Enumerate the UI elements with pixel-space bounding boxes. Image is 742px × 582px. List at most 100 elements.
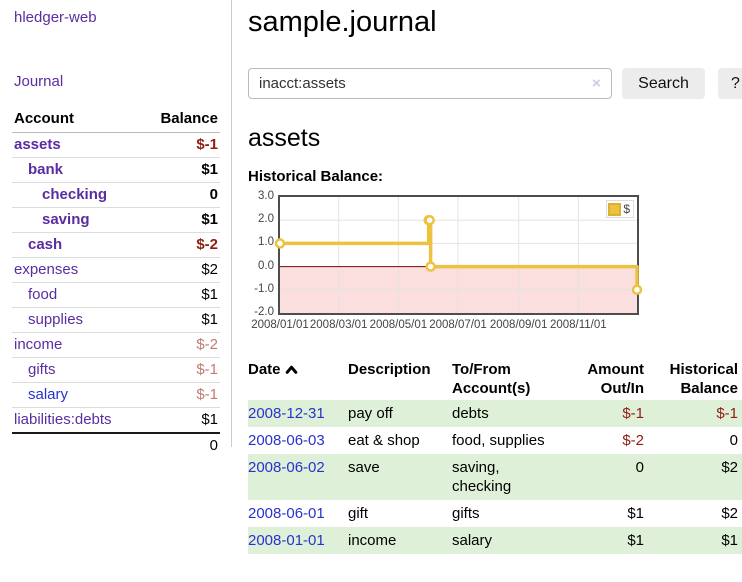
account-row: checking 0	[12, 182, 220, 208]
y-axis-tick-label: 1.0	[258, 236, 274, 249]
account-link-gifts[interactable]: gifts	[28, 361, 56, 378]
account-row: gifts $-1	[12, 357, 220, 383]
x-axis-tick-label: 2008/09/01	[488, 319, 549, 331]
transaction-accounts: debts	[452, 405, 489, 422]
transaction-amount: $1	[627, 532, 644, 549]
transaction-amount: $1	[627, 505, 644, 522]
transaction-date-link[interactable]: 2008-06-02	[248, 459, 325, 476]
account-heading: assets	[248, 124, 321, 152]
account-balance: $-1	[141, 357, 220, 383]
transaction-balance: $2	[721, 505, 738, 522]
main-content: sample.journal × Search ? assets Histori…	[248, 0, 742, 554]
transaction-balance: $1	[721, 532, 738, 549]
transaction-accounts: food, supplies	[452, 432, 545, 449]
account-link-liabilities-debts[interactable]: liabilities:debts	[14, 411, 112, 428]
account-link-salary[interactable]: salary	[28, 386, 69, 403]
transaction-accounts: gifts	[452, 505, 480, 522]
account-row: expenses $2	[12, 257, 220, 283]
data-point-marker	[274, 238, 286, 249]
search-form: × Search ?	[248, 68, 742, 99]
transaction-balance: $-1	[716, 405, 738, 422]
account-link-supplies[interactable]: supplies	[28, 311, 84, 328]
transaction-amount: $-1	[622, 405, 644, 422]
transaction-date-link[interactable]: 2008-01-01	[248, 532, 325, 549]
transaction-balance: 0	[729, 432, 738, 449]
account-balance: $1	[141, 407, 220, 433]
account-row: salary $-1	[12, 382, 220, 408]
transaction-amount: $-2	[622, 432, 644, 449]
transaction-date-link[interactable]: 2008-06-01	[248, 505, 325, 522]
transaction-accounts: salary	[452, 532, 493, 549]
data-point-marker	[424, 214, 435, 226]
chart-legend: $	[606, 200, 634, 218]
transaction-date-link[interactable]: 2008-12-31	[248, 405, 325, 422]
historical-balance-chart: $ 3.0 2.0 1.0 0.0 -1.0 -2.0 2008/01/01 2008/03/…	[248, 190, 742, 337]
account-row: income $-2	[12, 332, 220, 358]
account-row: liabilities:debts $1	[12, 407, 220, 433]
account-balance: $1	[141, 157, 220, 183]
search-input[interactable]	[248, 68, 612, 99]
page-title: sample.journal	[248, 6, 437, 38]
balance-column-header: Balance	[141, 107, 220, 133]
y-axis-tick-label: -1.0	[254, 282, 274, 295]
account-balance: $1	[141, 207, 220, 233]
account-link-bank[interactable]: bank	[28, 161, 64, 178]
account-link-assets[interactable]: assets	[14, 136, 61, 153]
transaction-description: save	[348, 459, 380, 476]
x-axis-tick-label: 2008/11/01	[548, 319, 608, 331]
account-link-food[interactable]: food	[28, 286, 58, 303]
chart-plot-area: $	[274, 195, 643, 315]
column-header-balance: Historical Balance	[669, 361, 738, 397]
account-balance: $-2	[141, 232, 220, 258]
x-axis-tick-label: 2008/01/01	[250, 319, 310, 331]
chart-title: Historical Balance:	[248, 168, 384, 185]
sidebar-item-journal[interactable]: Journal	[14, 73, 64, 90]
column-header-date[interactable]: Date	[248, 358, 344, 400]
search-button[interactable]: Search	[622, 68, 705, 99]
brand-link[interactable]: hledger-web	[14, 9, 97, 26]
transaction-row[interactable]: 2008-06-02 save saving, checking 0 $2	[248, 454, 742, 500]
account-row: bank $1	[12, 157, 220, 183]
account-row: food $1	[12, 282, 220, 308]
transaction-description: gift	[348, 505, 369, 522]
transaction-description: eat & shop	[348, 432, 420, 449]
transaction-row[interactable]: 2008-06-03 eat & shop food, supplies $-2…	[248, 427, 742, 454]
account-row: saving $1	[12, 207, 220, 233]
account-link-saving[interactable]: saving	[42, 211, 90, 228]
y-axis-tick-label: 2.0	[258, 213, 274, 226]
account-row: assets $-1	[12, 133, 220, 158]
transaction-balance: $2	[721, 459, 738, 476]
transaction-description: pay off	[348, 405, 393, 422]
y-axis-tick-label: 3.0	[258, 190, 274, 202]
transaction-row[interactable]: 2008-01-01 income salary $1 $1	[248, 527, 742, 554]
legend-label: $	[623, 202, 630, 216]
column-header-accounts: To/From Account(s)	[452, 361, 531, 397]
transaction-accounts: saving, checking	[452, 459, 512, 495]
account-balance-table: Account Balance assets $-1 bank $1 checkin…	[12, 107, 220, 458]
transaction-description: income	[348, 532, 397, 549]
legend-swatch	[608, 202, 622, 216]
transaction-row[interactable]: 2008-12-31 pay off debts $-1 $-1	[248, 400, 742, 427]
account-link-cash[interactable]: cash	[28, 236, 63, 253]
account-row: cash $-2	[12, 232, 220, 258]
transaction-row[interactable]: 2008-06-01 gift gifts $1 $2	[248, 500, 742, 527]
account-balance: $2	[141, 257, 220, 283]
y-axis-tick-label: -2.0	[254, 306, 274, 318]
clear-search-icon[interactable]: ×	[592, 75, 601, 92]
transaction-amount: 0	[635, 459, 644, 476]
account-balance: 0	[141, 182, 220, 208]
account-balance: $-1	[196, 136, 218, 153]
column-header-description: Description	[348, 361, 431, 378]
account-row: supplies $1	[12, 307, 220, 333]
account-balance: $1	[141, 282, 220, 308]
sidebar: hledger-web Journal Account Balance asse…	[0, 0, 232, 458]
account-link-income[interactable]: income	[14, 336, 63, 353]
data-point-marker	[631, 284, 643, 296]
x-axis-tick-label: 2008/07/01	[428, 319, 488, 331]
transaction-date-link[interactable]: 2008-06-03	[248, 432, 325, 449]
account-link-expenses[interactable]: expenses	[14, 261, 79, 278]
column-header-amount: Amount Out/In	[587, 361, 644, 397]
account-link-checking[interactable]: checking	[42, 186, 108, 203]
help-button[interactable]: ?	[718, 68, 742, 99]
data-point-marker	[425, 261, 436, 272]
